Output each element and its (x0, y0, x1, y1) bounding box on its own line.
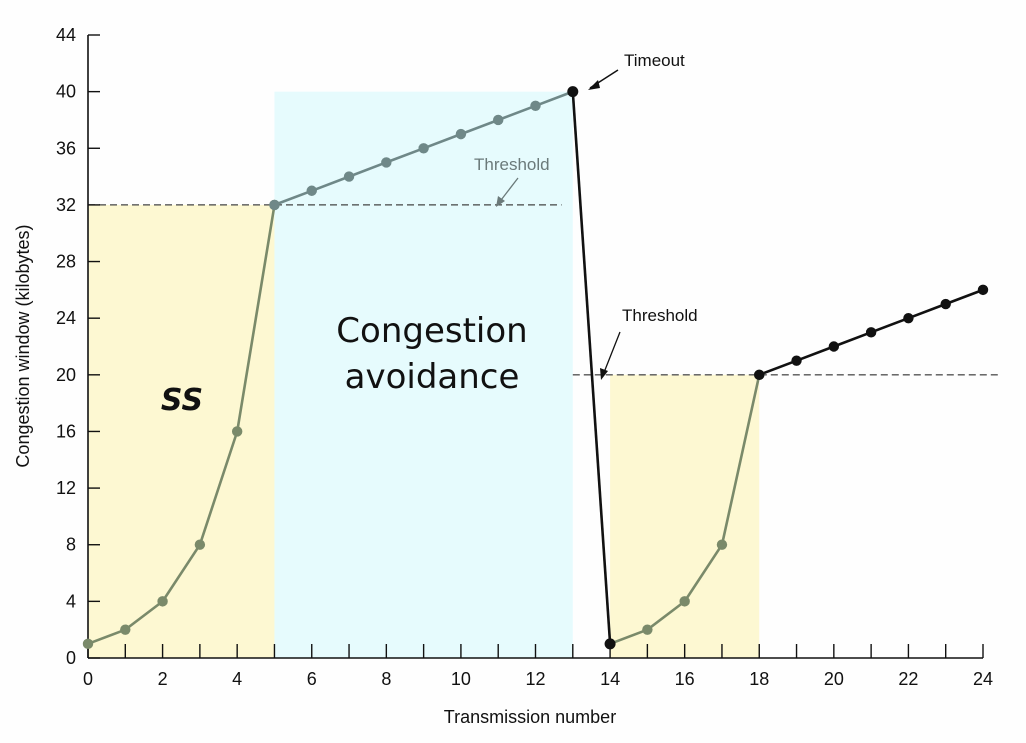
data-point (269, 199, 280, 211)
data-point (455, 128, 467, 140)
data-point (642, 624, 653, 635)
data-point (381, 157, 392, 168)
data-point (754, 369, 765, 381)
data-point (418, 143, 429, 154)
data-point (828, 341, 840, 352)
data-point (716, 539, 728, 550)
x-tick-label: 12 (525, 669, 545, 689)
data-point (865, 327, 877, 338)
y-tick-label: 36 (56, 138, 76, 158)
x-tick-label: 14 (600, 669, 620, 689)
timeout-annotation: Timeout (624, 51, 685, 70)
y-tick-label: 12 (56, 478, 76, 498)
y-tick-label: 28 (56, 252, 76, 272)
x-tick-label: 0 (83, 669, 93, 689)
x-tick-label: 20 (824, 669, 844, 689)
data-point (194, 539, 206, 550)
y-tick-label: 24 (56, 308, 76, 328)
data-points (82, 86, 989, 650)
x-tick-label: 18 (749, 669, 769, 689)
y-tick-label: 40 (56, 82, 76, 102)
data-point (82, 638, 94, 650)
data-point (493, 114, 504, 126)
data-point (343, 171, 355, 182)
y-tick-label: 16 (56, 421, 76, 441)
y-tick-label: 8 (66, 535, 76, 555)
x-tick-label: 16 (675, 669, 695, 689)
threshold-upper-annotation: Threshold (474, 155, 550, 174)
data-point (791, 355, 802, 366)
x-tick-label: 24 (973, 669, 993, 689)
threshold-upper-arrowhead (496, 196, 505, 207)
threshold-lower-annotation: Threshold (622, 306, 698, 325)
data-point (604, 638, 616, 650)
data-point (679, 596, 690, 607)
y-tick-label: 0 (66, 648, 76, 668)
data-point (157, 596, 168, 607)
congestion-avoidance-label-line1: Congestion (336, 311, 527, 351)
y-tick-label: 32 (56, 195, 76, 215)
x-axis-title: Transmission number (444, 707, 616, 727)
ss-label: SS (161, 383, 203, 418)
data-point (530, 100, 541, 111)
threshold-lines (88, 204, 998, 376)
data-point (120, 624, 131, 635)
region-ss-2 (610, 374, 760, 658)
threshold-lower-arrow-line (602, 331, 621, 376)
x-tick-label: 10 (451, 669, 471, 689)
y-axis-title: Congestion window (kilobytes) (13, 224, 33, 467)
data-point (231, 426, 243, 437)
x-tick-label: 2 (158, 669, 168, 689)
y-tick-label: 20 (56, 365, 76, 385)
timeout-arrowhead (588, 80, 600, 90)
data-point (567, 86, 579, 98)
x-tick-label: 8 (381, 669, 391, 689)
series-line-timeout-drop (571, 91, 612, 644)
data-point (940, 298, 951, 310)
data-point (903, 312, 914, 324)
congestion-avoidance-label-line2: avoidance (345, 357, 520, 397)
x-tick-label: 4 (232, 669, 242, 689)
series-line-slow-start-first (87, 204, 276, 646)
y-tick-label: 4 (66, 591, 76, 611)
threshold-lower-arrowhead (600, 368, 608, 380)
data-point (306, 185, 317, 196)
y-tick-label: 44 (56, 25, 76, 45)
data-point (977, 284, 989, 296)
region-ss-1 (88, 204, 275, 658)
x-tick-label: 22 (898, 669, 918, 689)
x-tick-label: 6 (307, 669, 317, 689)
